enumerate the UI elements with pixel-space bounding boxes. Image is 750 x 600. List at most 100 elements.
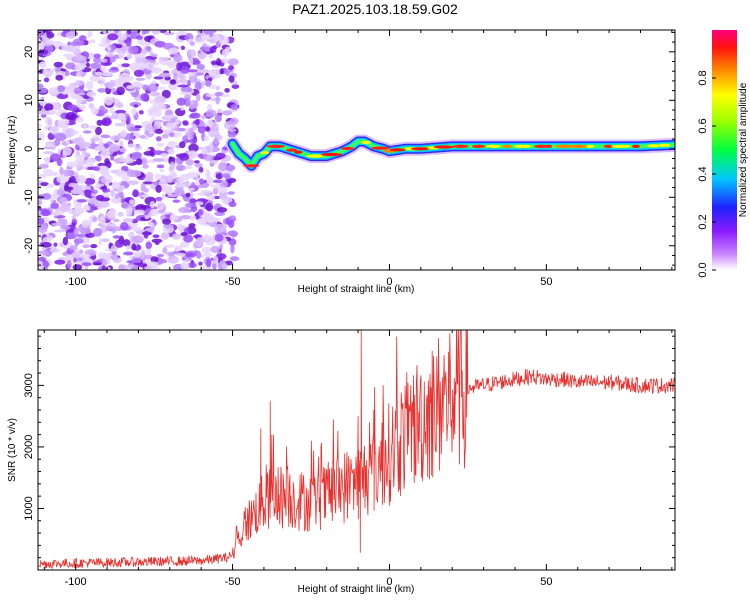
noise-dot: [210, 245, 221, 254]
noise-dot: [41, 193, 52, 200]
noise-dot: [187, 262, 197, 268]
noise-dot: [84, 159, 95, 168]
noise-dot: [173, 72, 178, 81]
noise-dot: [47, 118, 52, 127]
noise-dot: [208, 129, 220, 138]
noise-dot: [184, 258, 190, 262]
noise-dot: [149, 222, 155, 228]
noise-dot: [131, 151, 142, 161]
noise-dot: [162, 211, 171, 215]
noise-dot: [180, 66, 190, 74]
noise-dot: [121, 176, 130, 182]
noise-dot: [197, 209, 204, 216]
noise-dot: [113, 30, 120, 34]
ridge-hotspot: [632, 144, 640, 148]
noise-dot: [188, 57, 194, 66]
noise-dot: [115, 102, 124, 109]
noise-dot: [101, 238, 110, 243]
noise-dot: [212, 179, 224, 184]
noise-dot: [214, 114, 222, 123]
noise-dot: [209, 217, 221, 222]
noise-dot: [62, 146, 72, 156]
noise-dot: [158, 56, 170, 66]
frequency-ridge: [225, 134, 675, 173]
noise-dot: [194, 162, 203, 168]
ridge-hotspot: [243, 164, 259, 168]
noise-dot: [154, 129, 164, 134]
noise-dot: [86, 91, 97, 98]
noise-dot: [118, 50, 125, 59]
colorbar-gradient: [712, 30, 737, 270]
noise-dot: [153, 92, 161, 96]
noise-dot: [180, 106, 185, 111]
noise-dot: [65, 128, 76, 137]
noise-dot: [100, 134, 111, 139]
noise-dot: [99, 105, 105, 111]
noise-dot: [56, 188, 65, 196]
noise-dot: [148, 106, 161, 114]
noise-dot: [195, 119, 200, 126]
ridge-hotspot: [389, 148, 406, 152]
noise-dot: [49, 126, 60, 134]
x-tick-label: 50: [540, 576, 552, 588]
ridge-hotspot: [294, 150, 303, 154]
noise-dot: [74, 171, 79, 179]
noise-dot: [115, 44, 123, 49]
noise-dot: [207, 103, 213, 111]
noise-dot: [228, 201, 237, 208]
noise-dot: [53, 61, 64, 68]
noise-dot: [105, 225, 114, 232]
ridge-hotspot: [266, 144, 285, 148]
noise-dot: [176, 97, 186, 106]
noise-dot: [140, 194, 150, 198]
ridge-hotspot: [433, 145, 454, 149]
noise-dot: [132, 223, 139, 227]
noise-dot: [159, 30, 167, 34]
noise-dot: [84, 189, 92, 198]
noise-dot: [82, 130, 92, 134]
colorbar-tick-label: 0.6: [697, 118, 709, 133]
noise-dot: [146, 171, 154, 180]
noise-dot: [144, 130, 150, 136]
noise-dot: [133, 209, 146, 215]
noise-dot: [140, 93, 150, 102]
noise-dot: [113, 218, 120, 223]
snr-x-axis-label: Height of straight line (km): [298, 584, 415, 595]
noise-dot: [161, 128, 171, 133]
noise-dot: [38, 83, 44, 89]
ridge-hotspot: [306, 154, 324, 158]
noise-dot: [152, 234, 160, 238]
y-tick-label: -10: [23, 189, 35, 205]
noise-dot: [76, 99, 81, 107]
noise-dot: [42, 37, 49, 42]
noise-dot: [165, 121, 176, 130]
noise-dot: [133, 69, 144, 77]
noise-dot: [60, 225, 71, 230]
noise-dot: [156, 253, 165, 258]
noise-dot: [131, 243, 137, 251]
noise-dot: [219, 180, 228, 189]
noise-dot: [169, 132, 175, 138]
noise-dot: [164, 175, 174, 184]
noise-dot: [194, 160, 200, 164]
noise-dot: [185, 192, 191, 198]
noise-dot: [150, 267, 161, 270]
noise-dot: [75, 150, 80, 156]
noise-dot: [203, 252, 213, 257]
noise-dot: [59, 166, 64, 176]
noise-dot: [187, 187, 195, 191]
noise-dot: [139, 135, 146, 139]
noise-dot: [120, 130, 128, 138]
noise-dot: [161, 89, 171, 99]
noise-dot: [180, 45, 186, 50]
y-tick-label: 2000: [23, 435, 35, 459]
noise-dot: [71, 130, 79, 135]
noise-dot: [155, 184, 162, 193]
snr-plot-area: [38, 330, 675, 570]
noise-dot: [126, 53, 132, 60]
noise-dot: [39, 61, 47, 68]
noise-dot: [92, 189, 98, 195]
noise-dot: [160, 153, 169, 157]
noise-dot: [97, 88, 107, 93]
noise-dot: [94, 145, 106, 151]
